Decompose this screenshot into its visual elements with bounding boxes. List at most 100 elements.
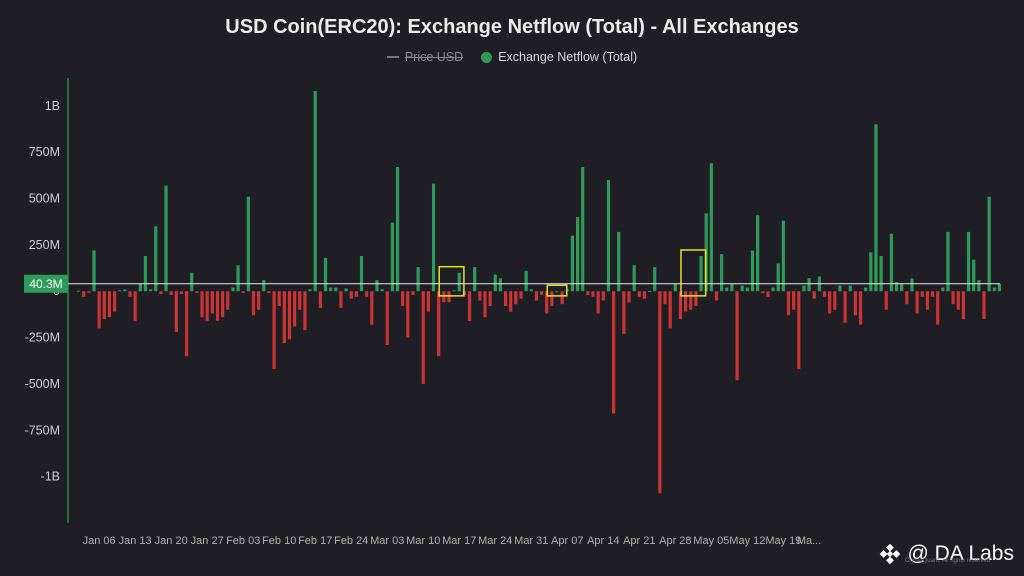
x-tick-label: Apr 07 bbox=[551, 535, 583, 547]
netflow-bar bbox=[190, 272, 194, 292]
netflow-bar bbox=[884, 291, 888, 310]
netflow-bar bbox=[637, 291, 641, 297]
netflow-bar bbox=[231, 287, 235, 292]
netflow-bar bbox=[781, 220, 785, 292]
netflow-bar bbox=[606, 179, 611, 292]
x-tick-label: Feb 24 bbox=[334, 535, 368, 547]
netflow-bar bbox=[956, 291, 960, 310]
x-tick-label: May 19 bbox=[765, 535, 801, 547]
y-tick-label: 250M bbox=[29, 238, 60, 252]
netflow-bar bbox=[684, 291, 688, 312]
x-tick-label: Jan 13 bbox=[119, 535, 152, 547]
netflow-bar bbox=[133, 291, 137, 321]
x-tick-label: Mar 31 bbox=[514, 535, 548, 547]
netflow-bar bbox=[467, 291, 472, 321]
netflow-bar bbox=[107, 291, 112, 318]
netflow-bar bbox=[339, 291, 343, 308]
netflow-bar bbox=[802, 285, 806, 292]
x-tick-label: Feb 17 bbox=[298, 535, 332, 547]
netflow-bar bbox=[642, 291, 647, 299]
netflow-bar bbox=[864, 287, 868, 292]
highlight-box bbox=[438, 265, 465, 297]
netflow-bar bbox=[226, 291, 230, 310]
netflow-bar bbox=[344, 288, 348, 292]
netflow-bar bbox=[586, 291, 590, 295]
netflow-bar bbox=[524, 270, 528, 292]
netflow-bar bbox=[82, 291, 86, 297]
netflow-bar bbox=[977, 280, 981, 292]
netflow-bar bbox=[257, 291, 261, 310]
netflow-bar bbox=[282, 291, 286, 344]
netflow-bar bbox=[159, 291, 163, 295]
y-tick-label: -250M bbox=[25, 331, 60, 345]
netflow-bar bbox=[503, 291, 508, 307]
netflow-bar bbox=[653, 267, 657, 292]
netflow-bar bbox=[807, 278, 811, 292]
netflow-bar bbox=[946, 231, 950, 292]
legend-item-price[interactable]: Price USD bbox=[386, 50, 463, 64]
netflow-bar bbox=[334, 287, 338, 292]
y-tick-label: 1B bbox=[45, 99, 60, 113]
netflow-bar bbox=[689, 291, 693, 310]
netflow-bar bbox=[925, 291, 930, 310]
netflow-bar bbox=[648, 290, 652, 292]
netflow-bar bbox=[221, 291, 225, 318]
legend-item-netflow[interactable]: Exchange Netflow (Total) bbox=[481, 50, 637, 64]
netflow-bar bbox=[359, 256, 364, 292]
netflow-bar bbox=[519, 291, 523, 299]
netflow-bar bbox=[375, 280, 379, 292]
netflow-bar bbox=[951, 291, 955, 305]
netflow-bar bbox=[308, 289, 312, 292]
netflow-bar bbox=[97, 291, 101, 329]
netflow-bar bbox=[611, 291, 616, 414]
netflow-bar bbox=[87, 291, 91, 293]
netflow-bar bbox=[915, 291, 919, 314]
netflow-bar bbox=[575, 217, 580, 292]
netflow-bar bbox=[900, 283, 904, 292]
netflow-bar bbox=[76, 290, 81, 292]
netflow-bar bbox=[627, 291, 631, 303]
netflow-bar bbox=[838, 285, 842, 292]
netflow-bar bbox=[936, 291, 940, 325]
line-legend-icon bbox=[386, 56, 399, 58]
netflow-bar bbox=[730, 283, 734, 292]
netflow-bar bbox=[869, 252, 873, 292]
netflow-bar bbox=[118, 290, 122, 292]
netflow-bar bbox=[395, 167, 400, 292]
netflow-bar bbox=[370, 291, 374, 325]
netflow-bar bbox=[488, 291, 492, 307]
netflow-bar bbox=[632, 265, 636, 292]
netflow-bar bbox=[426, 291, 430, 312]
y-tick-label: -750M bbox=[25, 423, 60, 437]
netflow-bar bbox=[318, 291, 322, 308]
netflow-bar bbox=[822, 291, 827, 297]
netflow-bar bbox=[972, 259, 976, 292]
netflow-bar bbox=[663, 291, 667, 305]
netflow-bar bbox=[349, 291, 353, 299]
netflow-bar bbox=[720, 254, 724, 292]
watermark-text: @ DA Labs bbox=[907, 542, 1014, 565]
netflow-bar bbox=[411, 291, 415, 295]
netflow-bar bbox=[102, 291, 106, 320]
netflow-bar bbox=[262, 280, 266, 292]
x-tick-label: Mar 17 bbox=[442, 535, 476, 547]
x-tick-label: Mar 24 bbox=[478, 535, 512, 547]
netflow-bar bbox=[251, 291, 256, 316]
x-tick-label: Jan 06 bbox=[83, 535, 116, 547]
netflow-bar bbox=[174, 291, 178, 333]
netflow-bar bbox=[858, 291, 863, 325]
netflow-bar bbox=[509, 291, 513, 312]
netflow-bar bbox=[390, 222, 394, 292]
netflow-bar bbox=[550, 291, 554, 307]
netflow-bar bbox=[668, 291, 672, 329]
netflow-bar bbox=[545, 291, 549, 314]
netflow-bar bbox=[164, 185, 168, 292]
dot-legend-icon bbox=[481, 51, 493, 63]
netflow-bar bbox=[185, 291, 189, 357]
y-tick-label: 500M bbox=[29, 192, 60, 206]
netflow-bar bbox=[966, 231, 971, 292]
netflow-bar bbox=[750, 250, 755, 292]
netflow-bar bbox=[920, 291, 924, 297]
netflow-bar bbox=[709, 163, 713, 292]
